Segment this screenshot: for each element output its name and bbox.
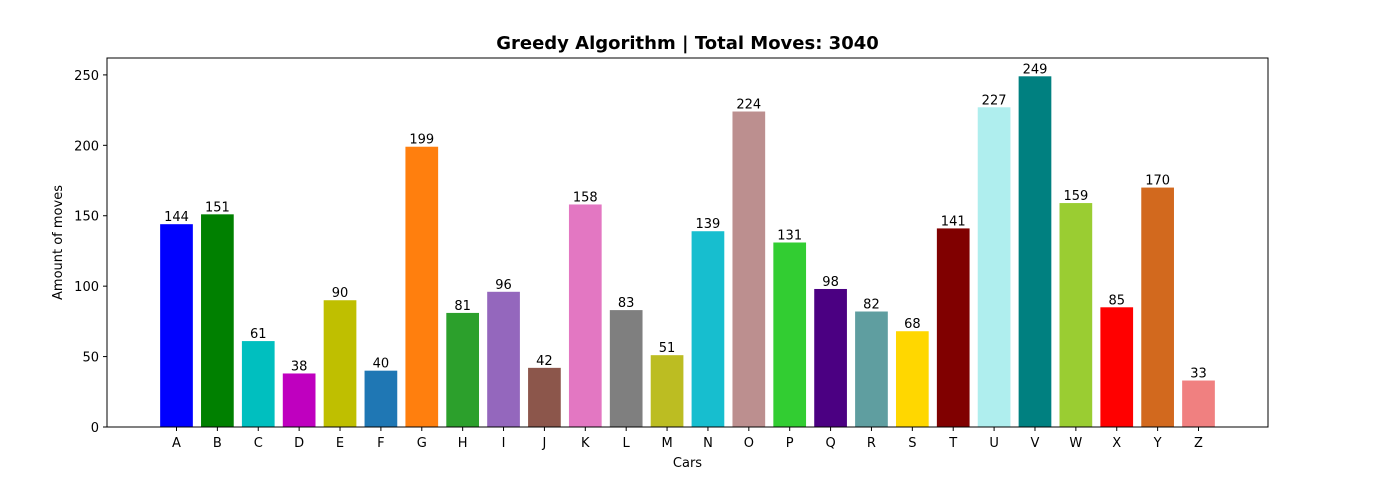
data-label-x: 85 [1108,293,1125,308]
x-tick-label-p: P [786,436,794,451]
bars-group: 144 151 61 38 90 40 199 81 96 42 158 83 51 139 224 131 9… [160,62,1215,428]
bar-s [895,331,929,427]
data-label-b: 151 [205,200,230,215]
bar-z [1182,380,1215,427]
data-label-p: 131 [777,229,802,244]
bar-h [446,312,480,427]
bar-u [977,107,1011,428]
data-label-m: 51 [659,341,676,356]
x-tick-label-w: W [1069,436,1082,451]
data-label-e: 90 [332,286,349,301]
x-tick-label-u: U [989,436,999,451]
data-label-h: 81 [454,299,471,314]
x-tick-label-l: L [623,436,631,451]
bar-x [1100,307,1134,427]
x-tick-label-b: B [213,436,222,451]
bar-c [241,341,275,427]
y-tick-label-150: 150 [74,210,99,225]
data-label-c: 61 [250,327,267,342]
bar-j [528,367,561,427]
bar-y [1141,187,1174,427]
x-tick-label-m: M [661,436,672,451]
y-axis-label: Amount of moves [51,185,66,300]
data-label-d: 38 [291,359,308,374]
y-tick-label-50: 50 [82,351,99,366]
bar-b [201,214,234,427]
x-tick-label-o: O [744,436,754,451]
x-tick-label-c: C [254,436,263,451]
data-label-u: 227 [982,93,1007,108]
bar-t [936,228,970,427]
bar-e [323,300,357,427]
data-label-k: 158 [573,190,598,205]
plot-frame [106,57,1269,428]
data-label-s: 68 [904,317,921,332]
x-tick-label-f: F [377,436,384,451]
y-axis-ticks: 0 50 100 150 200 250 [74,69,107,436]
x-tick-label-e: E [336,436,344,451]
bar-d [282,373,316,427]
bar-v [1018,76,1052,428]
x-tick-label-x: X [1112,436,1121,451]
bar-l [609,310,643,427]
x-tick-label-g: G [417,436,427,451]
bar-f [364,370,398,427]
data-label-w: 159 [1063,189,1088,204]
x-tick-label-i: I [502,436,506,451]
data-label-j: 42 [536,354,553,369]
data-label-o: 224 [736,98,761,113]
bar-m [650,355,684,427]
bar-p [773,242,807,427]
data-label-g: 199 [409,133,434,148]
x-tick-label-j: J [541,436,546,451]
x-tick-label-q: Q [825,436,835,451]
x-tick-label-k: K [581,436,590,451]
x-axis-ticks: A B C D E F G H I J K L M N O P Q R S T U V W X Y Z [172,427,1203,451]
data-label-f: 40 [373,357,390,372]
x-tick-label-d: D [294,436,304,451]
chart-title: Greedy Algorithm | Total Moves: 3040 [496,33,879,54]
data-label-n: 139 [696,217,721,232]
x-tick-label-y: Y [1153,436,1162,451]
y-tick-label-250: 250 [74,69,99,84]
bar-w [1059,203,1093,427]
bar-o [732,111,766,428]
x-tick-label-s: S [908,436,916,451]
y-tick-label-0: 0 [91,421,99,436]
data-label-q: 98 [822,275,839,290]
bar-g [405,146,439,427]
data-label-r: 82 [863,298,880,313]
bar-r [855,311,888,427]
x-tick-label-r: R [867,436,876,451]
data-label-z: 33 [1190,367,1207,382]
x-tick-label-h: H [458,436,468,451]
data-label-l: 83 [618,296,635,311]
data-label-t: 141 [941,214,966,229]
data-label-v: 249 [1023,62,1048,77]
data-label-y: 170 [1145,174,1170,189]
bar-a [160,224,193,427]
bar-i [487,291,520,427]
y-tick-label-200: 200 [74,139,99,154]
data-label-i: 96 [495,278,512,293]
data-label-a: 144 [164,210,189,225]
x-axis-label: Cars [673,456,702,471]
y-tick-label-100: 100 [74,280,99,295]
x-tick-label-z: Z [1194,436,1203,451]
x-tick-label-n: N [703,436,713,451]
bar-k [568,204,602,427]
x-tick-label-t: T [948,436,957,451]
x-tick-label-a: A [172,436,181,451]
x-tick-label-v: V [1031,436,1040,451]
bar-q [814,288,847,427]
bar-n [691,231,725,427]
